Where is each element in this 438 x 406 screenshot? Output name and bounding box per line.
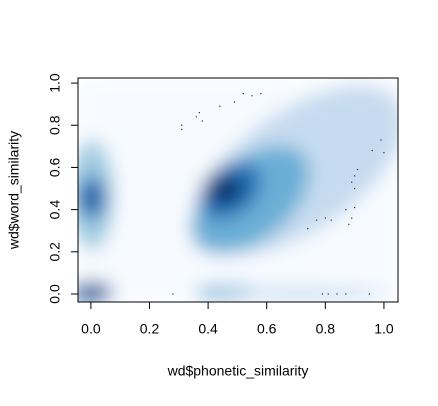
x-tick-label: 0.2 <box>140 321 160 337</box>
point <box>181 124 183 126</box>
point <box>181 128 183 131</box>
point <box>351 217 353 219</box>
y-tick-label: 1.0 <box>47 73 63 93</box>
point <box>354 206 356 209</box>
point <box>351 181 353 183</box>
point <box>354 187 356 190</box>
point <box>348 223 350 225</box>
y-tick-label: 0.6 <box>47 157 63 177</box>
point <box>260 93 262 95</box>
point <box>354 175 356 177</box>
point <box>368 293 370 295</box>
point <box>233 101 236 103</box>
x-axis-label: wd$phonetic_similarity <box>167 363 309 379</box>
x-tick-label: 0.6 <box>257 321 277 337</box>
point <box>383 152 385 154</box>
point <box>336 293 338 295</box>
point <box>219 105 221 107</box>
point <box>307 227 309 230</box>
y-tick-label: 0.8 <box>47 115 63 135</box>
point <box>198 111 200 114</box>
point <box>330 219 332 221</box>
point <box>242 93 244 95</box>
x-tick-label: 0.0 <box>81 321 101 337</box>
point <box>345 293 347 295</box>
x-tick-label: 0.4 <box>198 321 218 337</box>
y-axis-label: wd$word_similarity <box>6 131 22 250</box>
point <box>371 149 373 152</box>
y-tick-label: 0.4 <box>47 200 63 220</box>
point <box>172 293 174 295</box>
point <box>251 95 253 97</box>
y-tick-label: 0.0 <box>47 284 63 304</box>
point <box>315 219 318 221</box>
y-tick-label: 0.2 <box>47 242 63 262</box>
point <box>321 293 323 295</box>
point <box>195 116 197 118</box>
point <box>201 120 203 122</box>
density-field <box>78 78 398 302</box>
point <box>356 168 359 171</box>
point <box>345 209 347 211</box>
point <box>324 217 326 219</box>
point <box>327 293 329 295</box>
x-tick-label: 0.8 <box>316 321 336 337</box>
x-tick-label: 1.0 <box>374 321 394 337</box>
point <box>380 139 382 141</box>
